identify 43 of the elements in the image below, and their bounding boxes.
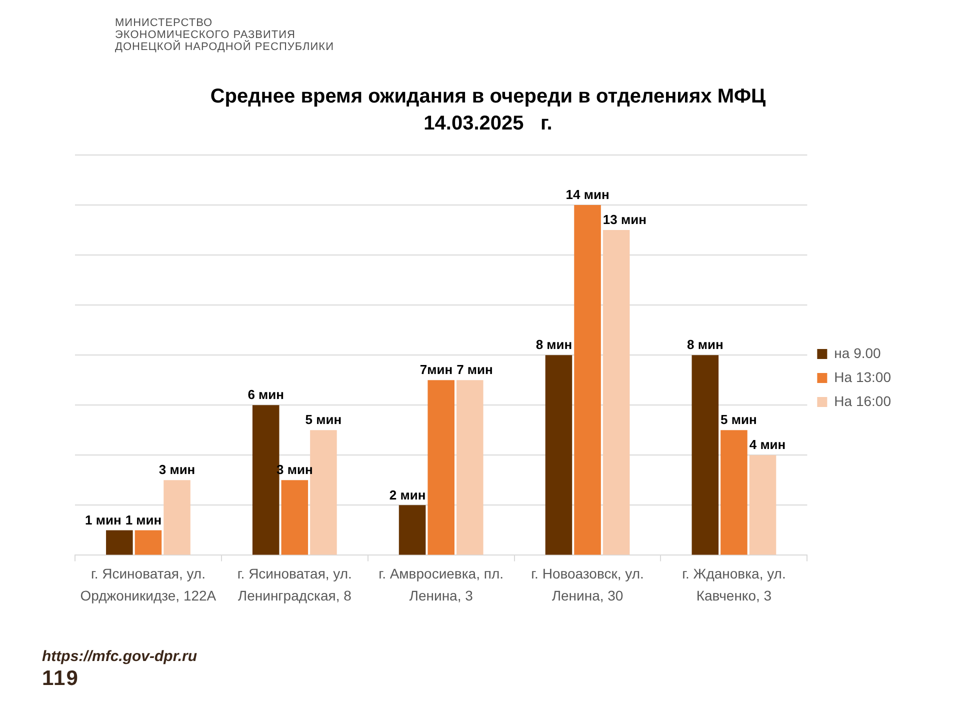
legend-label: На 16:00 xyxy=(834,392,892,409)
x-tick-label: г. Ждановка, ул. Кавченко, 3 xyxy=(682,565,786,604)
data-label: 2 мин xyxy=(389,487,426,502)
bar xyxy=(398,505,426,555)
x-tick-label: г. Ясиноватая, ул. Орджоникидзе, 122А xyxy=(80,565,217,604)
data-label: 5 мин xyxy=(720,412,757,428)
legend-label: На 13:00 xyxy=(834,368,892,385)
data-label: 6 мин xyxy=(248,387,284,402)
data-label: 3 мин xyxy=(158,462,196,478)
bar xyxy=(310,430,337,555)
text: МИНИСТЕРСТВО xyxy=(115,17,213,29)
bar xyxy=(545,355,572,555)
data-label: 8 мин xyxy=(687,337,724,352)
bar xyxy=(749,455,776,555)
text: ДОНЕЦКОЙ НАРОДНОЙ РЕСПУБЛИКИ xyxy=(115,41,334,53)
chart-title: Среднее время ожидания в очереди в отделениях МФЦ xyxy=(210,86,766,108)
bar xyxy=(574,205,601,555)
bar xyxy=(692,355,719,555)
data-label: 5 мин xyxy=(305,412,342,428)
x-tick-label: г. Амвросиевка, пл. Ленина, 3 xyxy=(378,565,504,604)
text: ЭКОНОМИЧЕСКОГО РАЗВИТИЯ xyxy=(115,29,296,41)
x-tick-label: г. Ясиноватая, ул. Ленинградская, 8 xyxy=(237,565,352,604)
data-label: 4 мин xyxy=(749,437,786,452)
data-label: 13 мин xyxy=(602,212,646,228)
bar xyxy=(428,380,454,555)
data-label: 7 мин xyxy=(456,362,493,378)
data-label: 7мин xyxy=(420,362,453,378)
bar xyxy=(602,230,630,555)
data-label: 8 мин xyxy=(536,337,572,352)
bar xyxy=(134,530,162,555)
bar xyxy=(720,430,748,555)
chart-subtitle: 14.03.2025 г. xyxy=(424,112,552,135)
bar xyxy=(281,480,308,555)
data-label: 1 мин xyxy=(85,512,122,528)
bar xyxy=(106,530,133,555)
x-tick-label: г. Новоазовск, ул. Ленина, 30 xyxy=(531,565,644,604)
legend-label: на 9.00 xyxy=(834,344,882,361)
text: 119 xyxy=(42,667,79,691)
text: https://mfc.gov-dpr.ru xyxy=(42,648,197,665)
bar xyxy=(456,380,484,555)
bar xyxy=(164,480,190,555)
data-label: 1 мин xyxy=(125,512,162,528)
data-label: 14 мин xyxy=(566,187,610,202)
